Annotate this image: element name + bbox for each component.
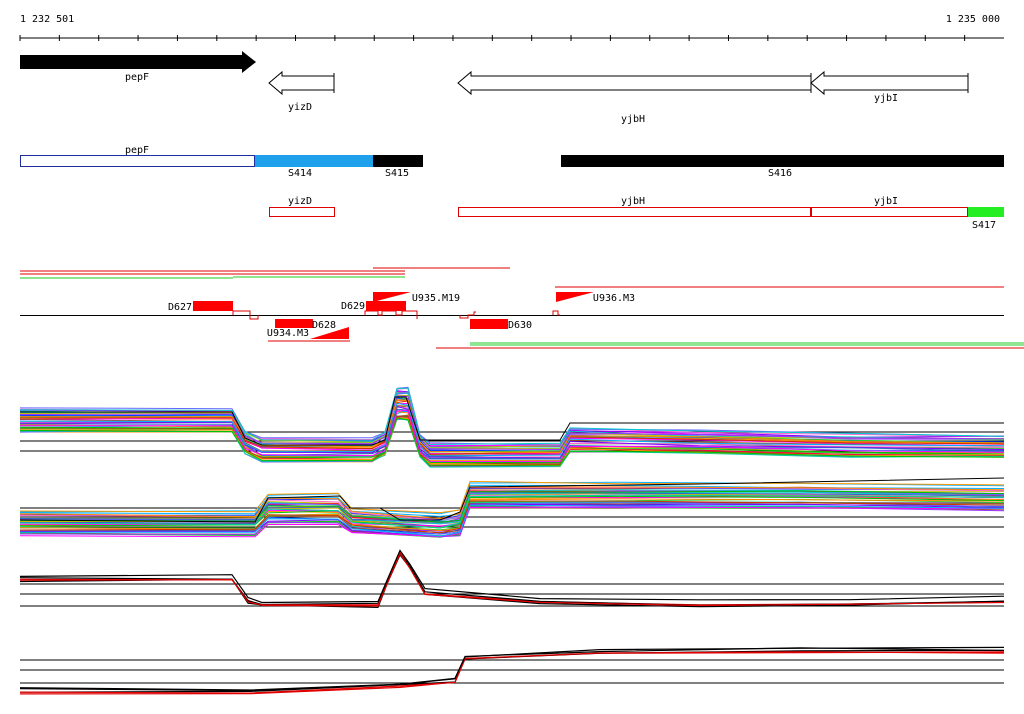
expression-curve xyxy=(19,486,1005,520)
cds-label-yizD: yizD xyxy=(288,196,312,207)
breakpoint-marker xyxy=(232,310,259,320)
segment-label-S414: S414 xyxy=(288,168,312,179)
downshift-D629[interactable] xyxy=(366,301,406,311)
upshift-U936.M3[interactable] xyxy=(556,292,594,302)
segment-bar-S417[interactable] xyxy=(968,207,1004,217)
downshift-D628[interactable] xyxy=(275,319,313,328)
expression-curve xyxy=(19,549,1005,604)
cds-track: yizD yjbH yjbI S417 xyxy=(269,196,1004,231)
expression-curve xyxy=(19,495,1005,527)
expression-curve xyxy=(19,500,1005,534)
upshift-U935.M19[interactable] xyxy=(373,292,411,302)
expression-curve xyxy=(20,409,1005,463)
gene-label-yjbH: yjbH xyxy=(621,114,645,125)
cds-box-yjbI[interactable] xyxy=(811,207,968,217)
expression-curve xyxy=(19,646,1005,691)
expression-curve xyxy=(19,395,1005,451)
expression-curve xyxy=(19,489,1005,522)
expression-curve xyxy=(19,480,1005,514)
expression-curve xyxy=(19,651,1005,694)
expression-curve xyxy=(19,387,1005,446)
breakpoint-marker xyxy=(459,311,476,319)
upshift-label-U936.M3: U936.M3 xyxy=(593,293,635,304)
cds-label-yjbI: yjbI xyxy=(874,196,898,207)
segment-label-S415: S415 xyxy=(385,168,409,179)
expression-curves xyxy=(19,477,1005,538)
expression-panel-4 xyxy=(19,646,1005,695)
expression-curve xyxy=(19,406,1005,459)
segment-label-S417: S417 xyxy=(972,220,996,231)
segment-track: pepF S414 S415 S416 xyxy=(20,145,1004,179)
gene-track: pepF yizD yjbH yjbI xyxy=(20,51,969,125)
downshift-label-D629: D629 xyxy=(341,301,365,312)
expression-curve xyxy=(19,491,1005,523)
downshift-label-D628: D628 xyxy=(312,320,336,331)
expression-panel-3 xyxy=(19,549,1005,609)
expression-curve xyxy=(19,417,1005,467)
expression-curve xyxy=(19,411,1005,462)
gene-arrow-pepF[interactable] xyxy=(20,51,256,73)
upshift-label-U935.M19: U935.M19 xyxy=(412,293,460,304)
gene-label-yjbI: yjbI xyxy=(874,93,898,104)
feature-track: D627 D628 D629 D630 U934.M3 U935.M19 U93… xyxy=(20,267,1024,349)
segment-bar-S415[interactable] xyxy=(373,155,423,167)
downshift-label-D627: D627 xyxy=(168,302,192,313)
upshift-label-U934.M3: U934.M3 xyxy=(267,328,309,339)
cds-box-yizD[interactable] xyxy=(269,207,335,217)
expression-curve xyxy=(20,396,1004,446)
expression-curves xyxy=(19,549,1005,609)
cds-box-yjbH[interactable] xyxy=(458,207,811,217)
segment-bar-S414[interactable] xyxy=(255,155,373,167)
segment-bar-S416[interactable] xyxy=(561,155,1004,167)
expression-curve xyxy=(19,490,1005,523)
gene-arrow-yizD[interactable] xyxy=(268,70,335,96)
expression-curve xyxy=(19,484,1005,517)
upshift-U934.M3[interactable] xyxy=(310,327,349,339)
expression-curve xyxy=(19,402,1005,457)
expression-curve xyxy=(19,417,1005,466)
expression-curves xyxy=(19,386,1005,468)
cds-label-yjbH: yjbH xyxy=(621,196,645,207)
segment-bar-pepF[interactable] xyxy=(20,155,255,167)
expression-curve xyxy=(19,504,1005,537)
ruler-start-label: 1 232 501 xyxy=(20,14,74,25)
breakpoint-marker xyxy=(552,310,560,316)
expression-panels xyxy=(19,386,1005,695)
ruler-ticks xyxy=(19,35,966,41)
expression-curve xyxy=(19,494,1005,529)
gene-label-yizD: yizD xyxy=(288,102,312,113)
gene-arrow-yjbI[interactable] xyxy=(810,70,969,96)
downshift-D630[interactable] xyxy=(470,319,508,329)
downshift-D627[interactable] xyxy=(193,301,233,311)
gene-arrow-yjbH[interactable] xyxy=(457,70,812,96)
segment-label-S416: S416 xyxy=(768,168,792,179)
gene-label-pepF: pepF xyxy=(125,72,149,83)
ruler-end-label: 1 235 000 xyxy=(946,14,1000,25)
expression-panel-2 xyxy=(19,477,1005,538)
expression-panel-1 xyxy=(19,386,1005,468)
expression-curve xyxy=(19,552,1005,607)
downshift-label-D630: D630 xyxy=(508,320,532,331)
expression-curves xyxy=(19,646,1005,695)
coordinate-ruler: 1 232 501 1 235 000 xyxy=(19,14,1004,41)
segment-label-pepF: pepF xyxy=(125,145,149,156)
expression-curve xyxy=(19,651,1005,695)
expression-curve xyxy=(19,477,1005,523)
